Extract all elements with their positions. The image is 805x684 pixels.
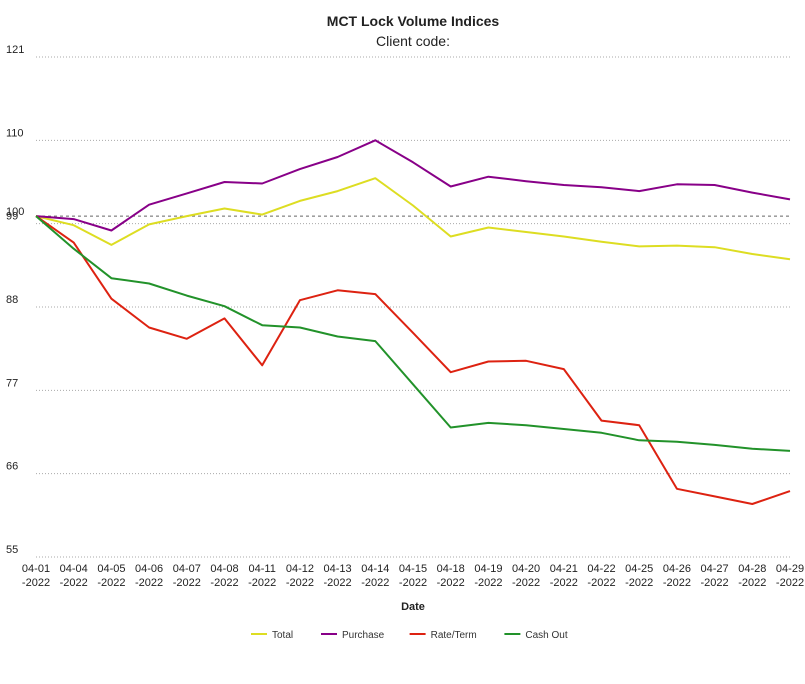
y-tick-label: 55: [6, 544, 18, 556]
y-tick-label: 77: [6, 377, 18, 389]
y-tick-label: 66: [6, 461, 18, 473]
y-tick-label: 88: [6, 294, 18, 306]
legend-item-purchase[interactable]: Purchase: [321, 630, 385, 641]
series-lines: [35, 139, 791, 505]
series-line-total: [35, 177, 791, 261]
x-tick-label: 04-05 -2022: [97, 563, 125, 589]
x-tick-label: 04-14 -2022: [361, 563, 389, 589]
x-axis-label: Date: [401, 601, 425, 613]
series-line-rate-term: [35, 215, 791, 505]
legend-label: Cash Out: [525, 630, 567, 641]
legend-label: Purchase: [342, 630, 385, 641]
x-tick-label: 04-28 -2022: [738, 563, 766, 589]
y-tick-label: 110: [6, 127, 24, 139]
x-tick-label: 04-27 -2022: [701, 563, 729, 589]
legend-label: Rate/Term: [431, 630, 477, 641]
legend-item-total[interactable]: Total: [251, 630, 293, 641]
series-line-purchase: [35, 139, 791, 232]
x-tick-label: 04-18 -2022: [437, 563, 465, 589]
x-tick-label: 04-11 -2022: [248, 563, 276, 589]
legend-label: Total: [272, 630, 293, 641]
x-tick-label: 04-26 -2022: [663, 563, 691, 589]
x-axis-ticks: 04-01 -2022 04-04 -2022 04-05 -2022 04-06 -2022…: [22, 563, 804, 589]
x-tick-label: 04-15 -2022: [399, 563, 427, 589]
x-tick-label: 04-06 -2022: [135, 563, 163, 589]
y-tick-label: 99: [6, 211, 18, 223]
x-tick-label: 04-04 -2022: [60, 563, 88, 589]
x-tick-label: 04-13 -2022: [324, 563, 352, 589]
legend[interactable]: Total Purchase Rate/Term Cash Out: [251, 630, 568, 641]
x-tick-label: 04-25 -2022: [625, 563, 653, 589]
x-tick-label: 04-19 -2022: [474, 563, 502, 589]
legend-item-cash-out[interactable]: Cash Out: [504, 630, 568, 641]
x-tick-label: 04-22 -2022: [587, 563, 615, 589]
reference-line-label: 100: [6, 206, 24, 218]
chart-title: MCT Lock Volume Indices: [327, 13, 500, 29]
x-tick-label: 04-12 -2022: [286, 563, 314, 589]
x-tick-label: 04-08 -2022: [210, 563, 238, 589]
x-tick-label: 04-29 -2022: [776, 563, 804, 589]
gridlines: [36, 56, 790, 558]
chart-subtitle: Client code:: [376, 33, 450, 49]
legend-item-rate-term[interactable]: Rate/Term: [409, 630, 477, 641]
series-line-cash-out: [35, 215, 791, 452]
y-tick-label: 121: [6, 44, 24, 56]
x-tick-label: 04-20 -2022: [512, 563, 540, 589]
y-axis-ticks: 55 66 77 88 99 110 121 100: [6, 44, 24, 556]
x-tick-label: 04-07 -2022: [173, 563, 201, 589]
x-tick-label: 04-01 -2022: [22, 563, 50, 589]
x-tick-label: 04-21 -2022: [550, 563, 578, 589]
